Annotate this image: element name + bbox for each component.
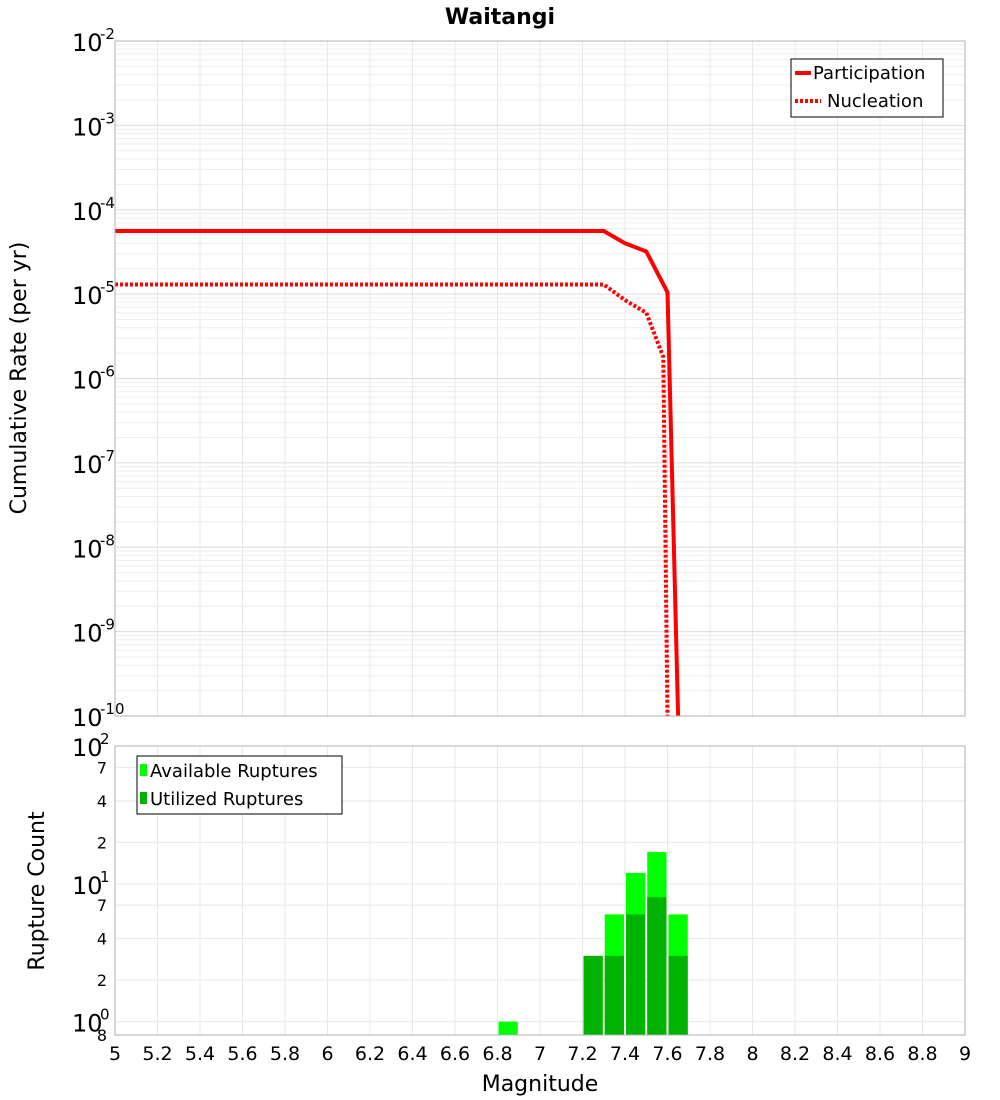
top-y-tick-base: 10 xyxy=(72,535,103,563)
bottom-y-tick-base: 10 xyxy=(72,872,103,900)
top-y-tick-exponent: -10 xyxy=(100,700,125,718)
top-y-tick-exponent: -7 xyxy=(100,447,115,465)
top-y-tick-exponent: -5 xyxy=(100,278,115,296)
chart-title: Waitangi xyxy=(445,5,555,30)
x-tick-label: 9 xyxy=(959,1043,971,1065)
bottom-legend: Available Ruptures Utilized Ruptures xyxy=(136,755,343,815)
bottom-y-tick-exponent: 2 xyxy=(100,730,110,748)
x-tick-label: 7.8 xyxy=(695,1043,725,1065)
top-y-tick-base: 10 xyxy=(72,113,103,141)
bottom-y-minor-tick: 2 xyxy=(97,971,107,990)
top-y-tick-base: 10 xyxy=(72,451,103,479)
top-y-tick-exponent: -9 xyxy=(100,616,115,634)
top-y-tick-exponent: -6 xyxy=(100,363,115,381)
x-tick-labels: 5 5.2 5.4 5.6 5.8 6 6.2 6.4 6.6 6.8 7 7.2 7.4 7.6 7.8 8… xyxy=(109,1043,971,1065)
bottom-legend-box xyxy=(136,755,343,815)
x-tick-label: 8.8 xyxy=(907,1043,937,1065)
available-legend-label: Available Ruptures xyxy=(150,761,318,782)
x-tick-label: 6.4 xyxy=(397,1043,427,1065)
x-tick-label: 8.4 xyxy=(822,1043,852,1065)
x-tick-label: 8.2 xyxy=(780,1043,810,1065)
participation-line xyxy=(115,229,681,717)
top-y-tick-base: 10 xyxy=(72,29,103,57)
bottom-y-minor-tick: 4 xyxy=(97,792,107,811)
x-tick-label: 7 xyxy=(534,1043,546,1065)
x-tick-label: 5 xyxy=(109,1043,121,1065)
x-tick-label: 7.2 xyxy=(567,1043,597,1065)
top-y-tick-exponent: -4 xyxy=(100,194,115,212)
top-legend-box xyxy=(790,58,944,118)
top-plot-gridlines xyxy=(114,41,966,717)
top-y-axis-label: Cumulative Rate (per yr) xyxy=(7,242,32,515)
x-tick-label: 5.8 xyxy=(270,1043,300,1065)
nucleation-legend-label: Nucleation xyxy=(827,91,923,112)
x-tick-label: 6.8 xyxy=(482,1043,512,1065)
participation-legend-label: Participation xyxy=(813,63,925,84)
top-y-tick-base: 10 xyxy=(72,198,103,226)
utilized-rupture-bar xyxy=(626,914,646,1035)
x-tick-label: 7.4 xyxy=(610,1043,640,1065)
x-tick-label: 5.6 xyxy=(227,1043,257,1065)
utilized-rupture-bar xyxy=(583,955,603,1035)
x-tick-label: 6.2 xyxy=(355,1043,385,1065)
x-tick-label: 6 xyxy=(321,1043,333,1065)
top-y-tick-exponent: -2 xyxy=(100,25,115,43)
utilized-legend-swatch xyxy=(140,792,147,804)
available-rupture-bar xyxy=(498,1021,518,1035)
top-legend: Participation Nucleation xyxy=(790,58,944,118)
utilized-legend-label: Utilized Ruptures xyxy=(150,789,303,810)
top-plot-frame xyxy=(114,40,966,717)
utilized-rupture-bar xyxy=(604,955,624,1035)
utilized-rupture-bar xyxy=(647,897,667,1035)
top-y-tick-base: 10 xyxy=(72,367,103,395)
x-tick-label: 6.6 xyxy=(440,1043,470,1065)
x-tick-label: 8 xyxy=(746,1043,758,1065)
top-y-tick-base: 10 xyxy=(72,704,103,732)
bottom-y-tick-exponent: 0 xyxy=(100,1006,110,1024)
bottom-y-tick-base: 10 xyxy=(72,734,103,762)
nucleation-line xyxy=(115,282,670,717)
top-y-tick-exponent: -8 xyxy=(100,531,115,549)
top-plot-series xyxy=(115,229,681,717)
bottom-y-tick-exponent: 1 xyxy=(100,868,110,886)
bottom-plot-frame xyxy=(114,745,966,1036)
bottom-y-minor-tick: 2 xyxy=(97,833,107,852)
x-axis-label: Magnitude xyxy=(482,1072,599,1097)
top-y-tick-labels: 10-210-310-410-510-610-710-810-910-10 xyxy=(72,25,125,732)
bottom-y-minor-tick: 7 xyxy=(97,758,107,777)
x-tick-label: 5.4 xyxy=(185,1043,215,1065)
x-tick-label: 8.6 xyxy=(865,1043,895,1065)
x-tick-label: 7.6 xyxy=(652,1043,682,1065)
bottom-y-minor-tick: 4 xyxy=(97,930,107,949)
x-tick-label: 5.2 xyxy=(142,1043,172,1065)
bottom-y-minor-tick: 7 xyxy=(97,896,107,915)
top-y-tick-exponent: -3 xyxy=(100,109,115,127)
bottom-y-minor-tick: 8 xyxy=(97,1026,107,1045)
bottom-y-axis-label: Rupture Count xyxy=(25,811,50,971)
top-y-tick-base: 10 xyxy=(72,282,103,310)
utilized-rupture-bar xyxy=(668,955,688,1035)
bottom-plot-bars xyxy=(498,852,688,1035)
top-y-tick-base: 10 xyxy=(72,620,103,648)
available-legend-swatch xyxy=(140,764,147,776)
bottom-y-tick-base: 10 xyxy=(72,1010,103,1038)
